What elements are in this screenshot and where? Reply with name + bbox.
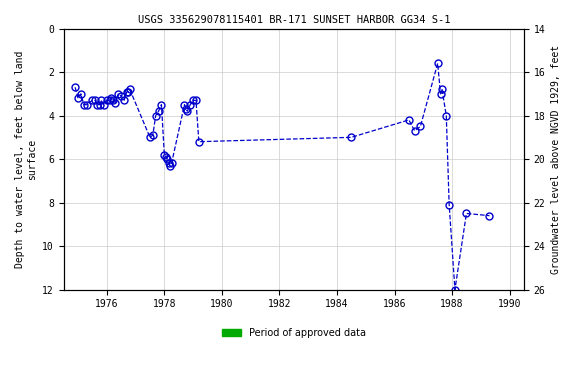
Y-axis label: Groundwater level above NGVD 1929, feet: Groundwater level above NGVD 1929, feet	[551, 45, 561, 274]
Bar	[350, 290, 354, 296]
Legend: Period of approved data: Period of approved data	[218, 324, 370, 342]
Bar	[395, 290, 490, 296]
Y-axis label: Depth to water level, feet below land
surface: Depth to water level, feet below land su…	[15, 50, 37, 268]
Title: USGS 335629078115401 BR-171 SUNSET HARBOR GG34 S-1: USGS 335629078115401 BR-171 SUNSET HARBO…	[138, 15, 450, 25]
Bar	[63, 290, 207, 296]
